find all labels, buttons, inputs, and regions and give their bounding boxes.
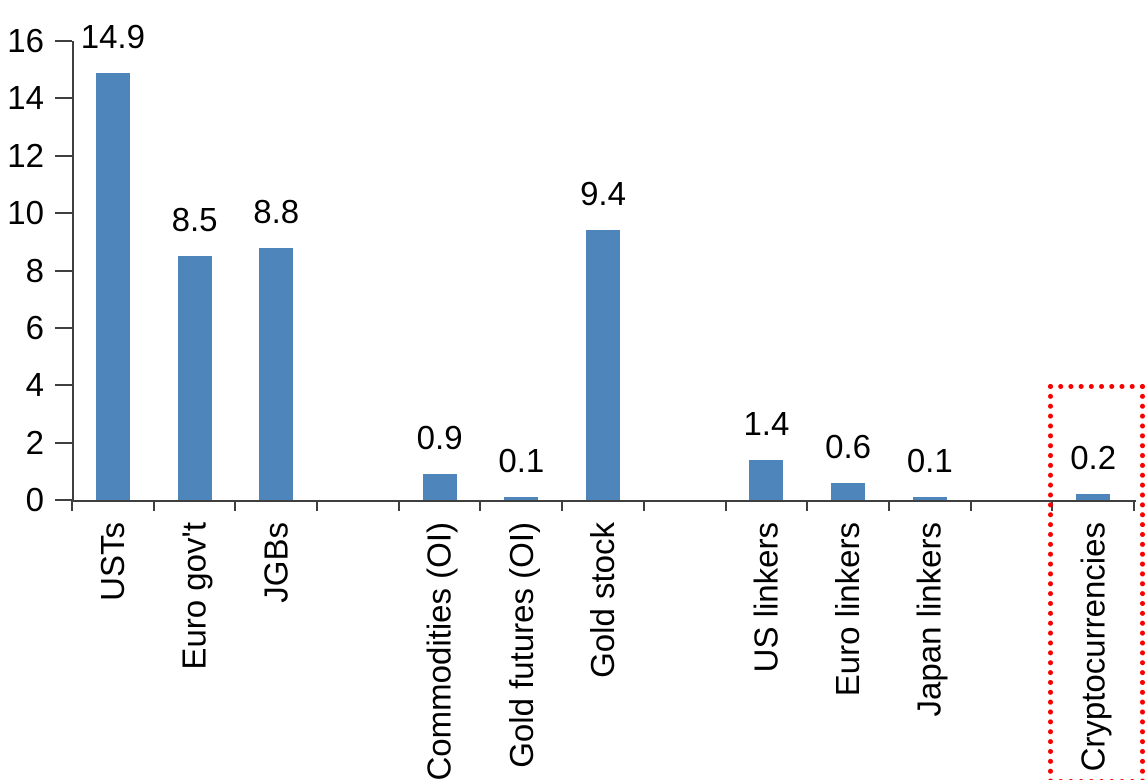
y-tick (55, 326, 72, 329)
bar (586, 230, 620, 500)
y-tick-label: 8 (25, 251, 44, 289)
x-tick (152, 500, 155, 511)
x-tick (806, 500, 809, 511)
category-label: Commodities (OI) (420, 522, 458, 780)
x-axis (72, 500, 1136, 502)
bar (504, 497, 539, 500)
category-label: Euro linkers (829, 522, 867, 697)
bar-value-label: 8.8 (253, 192, 300, 230)
x-tick (561, 500, 564, 511)
bar-value-label: 8.5 (171, 201, 218, 239)
category-label: Gold futures (OI) (502, 522, 540, 768)
bar (177, 256, 212, 500)
bar-value-label: 0.9 (416, 419, 463, 457)
y-tick (55, 40, 72, 42)
bar-value-label: 14.9 (80, 17, 145, 55)
bar (912, 497, 947, 500)
y-tick-label: 14 (7, 79, 44, 117)
category-label: Gold stock (584, 522, 621, 678)
category-label: JGBs (257, 522, 295, 603)
y-tick (55, 97, 72, 100)
bar-value-label: 0.1 (498, 442, 545, 480)
y-tick (55, 212, 72, 215)
category-label: Euro gov't (175, 522, 213, 670)
bar-value-label: 0.2 (1070, 439, 1117, 477)
bar (259, 247, 294, 500)
x-tick (397, 500, 400, 511)
bar (1076, 494, 1111, 500)
bar-value-label: 0.6 (825, 427, 871, 465)
y-tick-label: 10 (7, 194, 44, 232)
x-tick (724, 500, 727, 511)
bar (831, 482, 866, 500)
highlight-box (1048, 384, 1146, 780)
bar-value-label: 1.4 (743, 404, 790, 442)
y-tick-label: 16 (7, 22, 44, 59)
y-tick-label: 6 (25, 308, 44, 346)
y-tick (55, 384, 72, 387)
y-tick (55, 499, 72, 501)
category-label: USTs (93, 522, 131, 601)
category-label: US linkers (747, 522, 785, 673)
bar (95, 72, 130, 500)
y-axis (72, 41, 74, 502)
y-tick-label: 2 (25, 423, 44, 461)
x-tick (1133, 500, 1135, 511)
y-tick-label: 4 (25, 366, 44, 404)
bar-value-label: 0.1 (906, 442, 953, 480)
y-tick-label: 12 (7, 136, 44, 174)
bar (422, 474, 457, 500)
x-tick (642, 500, 645, 511)
x-tick (71, 500, 73, 511)
bar (749, 459, 784, 500)
bar-value-label: 9.4 (580, 175, 626, 213)
x-tick (887, 500, 890, 511)
x-tick (234, 500, 237, 511)
y-tick (55, 441, 72, 444)
y-tick-label: 0 (25, 481, 44, 518)
x-tick (969, 500, 972, 511)
y-tick (55, 154, 72, 157)
category-label: Japan linkers (910, 522, 948, 717)
y-tick (55, 269, 72, 272)
x-tick (316, 500, 319, 511)
x-tick (479, 500, 482, 511)
